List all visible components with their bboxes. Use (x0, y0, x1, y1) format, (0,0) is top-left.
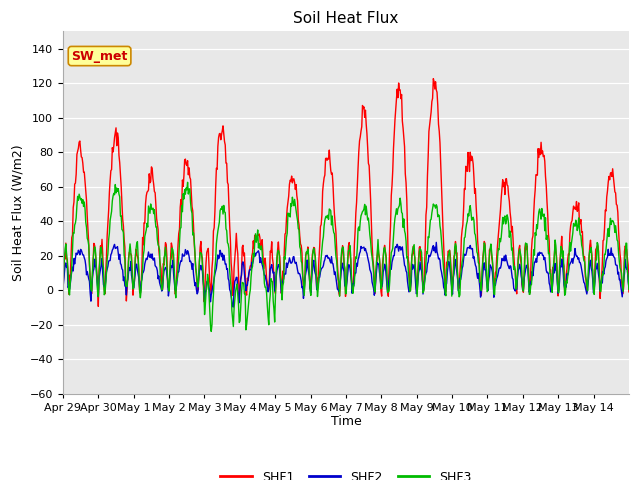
Line: SHF2: SHF2 (63, 242, 629, 307)
Line: SHF3: SHF3 (63, 182, 629, 332)
SHF1 (230, 265, 238, 271)
SHF2 (230, 286, 238, 292)
SHF1 (259, 237, 266, 242)
SHF2 (405, 289, 413, 295)
SHF2 (438, 269, 445, 275)
SHF3 (625, 287, 633, 292)
Title: Soil Heat Flux: Soil Heat Flux (293, 11, 399, 26)
X-axis label: Time: Time (330, 415, 361, 429)
SHF1 (126, 251, 134, 256)
SHF3 (59, 290, 67, 296)
SHF1 (405, 261, 413, 267)
SHF3 (406, 288, 413, 294)
Y-axis label: Soil Heat Flux (W/m2): Soil Heat Flux (W/m2) (11, 144, 24, 281)
SHF1 (59, 285, 67, 290)
SHF2 (625, 284, 633, 290)
SHF2 (59, 287, 67, 292)
SHF3 (184, 180, 191, 185)
SHF1 (429, 76, 437, 82)
SHF3 (259, 262, 267, 267)
Text: SW_met: SW_met (72, 49, 128, 62)
SHF3 (207, 329, 215, 335)
SHF2 (259, 262, 266, 267)
SHF3 (231, 296, 239, 302)
SHF3 (438, 238, 445, 243)
SHF1 (625, 289, 633, 295)
SHF2 (125, 265, 133, 271)
SHF2 (230, 304, 237, 310)
SHF3 (280, 254, 288, 260)
SHF1 (438, 180, 445, 185)
Line: SHF1: SHF1 (63, 79, 629, 306)
SHF1 (280, 276, 287, 282)
SHF2 (280, 276, 287, 281)
SHF2 (433, 240, 440, 245)
Legend: SHF1, SHF2, SHF3: SHF1, SHF2, SHF3 (216, 466, 476, 480)
SHF1 (95, 303, 102, 309)
SHF3 (125, 249, 133, 254)
